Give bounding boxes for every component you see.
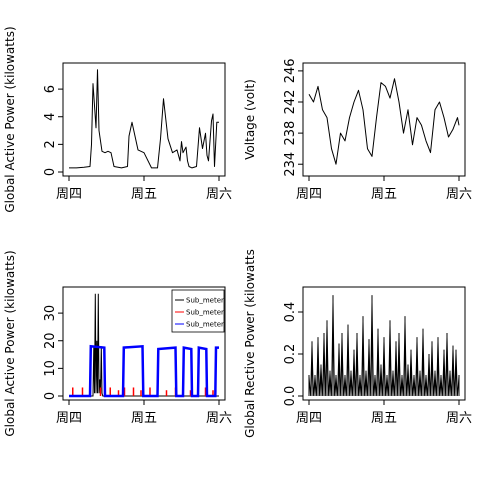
y-tick-label: 20: [43, 332, 58, 349]
y-tick-label: 10: [43, 360, 58, 377]
x-tick-label: 周六: [206, 411, 232, 426]
x-tick-label: 周六: [446, 187, 472, 202]
y-tick-label: 242: [283, 90, 298, 115]
panel-1: 周四 周五 周六 0 2 4 6 Global Active Power (kilowatts…: [3, 26, 232, 212]
plot-frame: [62, 62, 226, 177]
y-tick-label: 0: [43, 392, 58, 400]
panel-3: 周四 周五 周六 0 10 20 30 Global Active Power (kilowa…: [3, 250, 232, 436]
x-tick-label: 周四: [296, 187, 322, 202]
series-line: [69, 69, 219, 169]
x-tick-label: 周五: [131, 187, 157, 202]
series-line: [69, 344, 219, 398]
legend-entry: Sub_meteri: [186, 297, 226, 305]
legend-entry: Sub_meteri: [186, 309, 226, 317]
y-tick-label: 246: [283, 58, 298, 83]
panel-4: 周四 周五 周六 0.0 0.2 0.4 Global Rective Power (kil…: [243, 249, 472, 438]
y-tick-label: 234: [283, 152, 298, 177]
x-tick-label: 周六: [446, 411, 472, 426]
series-line: [308, 295, 460, 397]
y-tick-label: 30: [43, 305, 58, 322]
x-tick-label: 周五: [131, 411, 157, 426]
y-axis-label: Voltage (volt): [243, 79, 257, 160]
y-tick-label: 6: [43, 85, 58, 93]
x-tick-label: 周四: [56, 187, 82, 202]
y-axis-label: Global Active Power (kilowatts): [3, 250, 17, 436]
y-tick-label: 4: [43, 113, 58, 121]
x-tick-label: 周六: [206, 187, 232, 202]
x-tick-label: 周五: [371, 411, 397, 426]
x-tick-label: 周四: [56, 411, 82, 426]
series-line: [308, 78, 460, 165]
x-tick-label: 周四: [296, 411, 322, 426]
y-tick-label: 0.0: [283, 386, 298, 407]
y-tick-label: 2: [43, 140, 58, 148]
y-tick-label: 238: [283, 121, 298, 146]
y-axis-label: Global Active Power (kilowatts): [3, 26, 17, 212]
y-axis-label: Global Rective Power (kilowatts: [243, 249, 257, 438]
series-line: [69, 293, 219, 397]
panel-2: 周四 周五 周六 234 238 242 246 Voltage (volt): [243, 58, 472, 202]
y-tick-label: 0.2: [283, 344, 298, 365]
legend-entry: Sub_meteri: [186, 321, 226, 329]
y-tick-label: 0.4: [283, 302, 298, 323]
legend-box: [171, 289, 225, 333]
x-tick-label: 周五: [371, 187, 397, 202]
y-tick-label: 0: [43, 168, 58, 176]
